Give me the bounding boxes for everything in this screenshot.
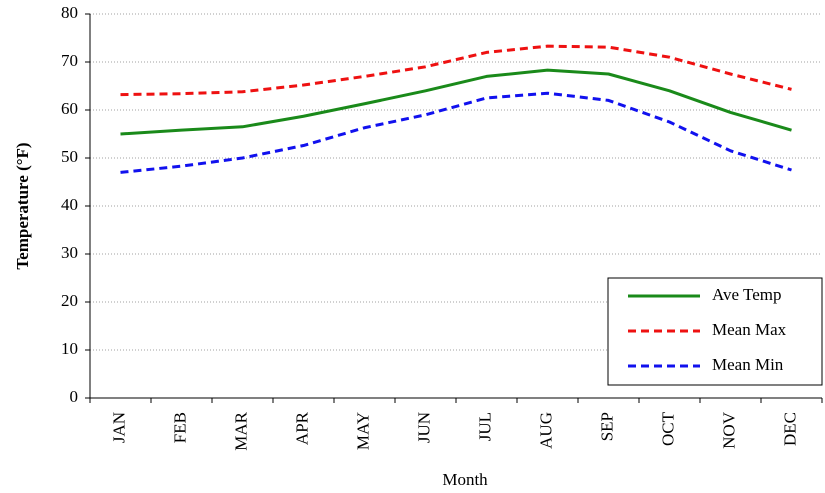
line-series (120, 44, 792, 97)
x-tick-label: AUG (536, 412, 555, 449)
y-tick-label: 40 (61, 195, 78, 214)
y-tick-label: 70 (61, 51, 78, 70)
y-tick-label: 50 (61, 147, 78, 166)
legend-label: Mean Min (712, 355, 784, 374)
y-tick-label: 30 (61, 243, 78, 262)
x-tick-label: MAY (353, 412, 372, 450)
legend-label: Mean Max (712, 320, 787, 339)
y-tick-label: 20 (61, 291, 78, 310)
x-tick-label: JAN (109, 412, 128, 443)
y-tick-label: 10 (61, 339, 78, 358)
x-tick-label: NOV (719, 411, 738, 449)
y-tick-label: 80 (61, 3, 78, 22)
line-series (120, 91, 792, 174)
x-tick-label: JUL (475, 412, 494, 441)
y-tick-label: 0 (70, 387, 79, 406)
x-axis-label: Month (442, 470, 488, 489)
y-axis-label: Temperature (°F) (13, 142, 32, 269)
line-series (120, 68, 792, 136)
x-tick-label: FEB (170, 412, 189, 443)
x-tick-label: APR (292, 411, 311, 445)
legend-label: Ave Temp (712, 285, 781, 304)
x-tick-label: OCT (658, 411, 677, 446)
x-tick-label: SEP (597, 412, 616, 441)
x-tick-label: MAR (231, 411, 250, 450)
x-tick-label: DEC (780, 412, 799, 446)
y-tick-label: 60 (61, 99, 78, 118)
x-tick-label: JUN (414, 412, 433, 443)
